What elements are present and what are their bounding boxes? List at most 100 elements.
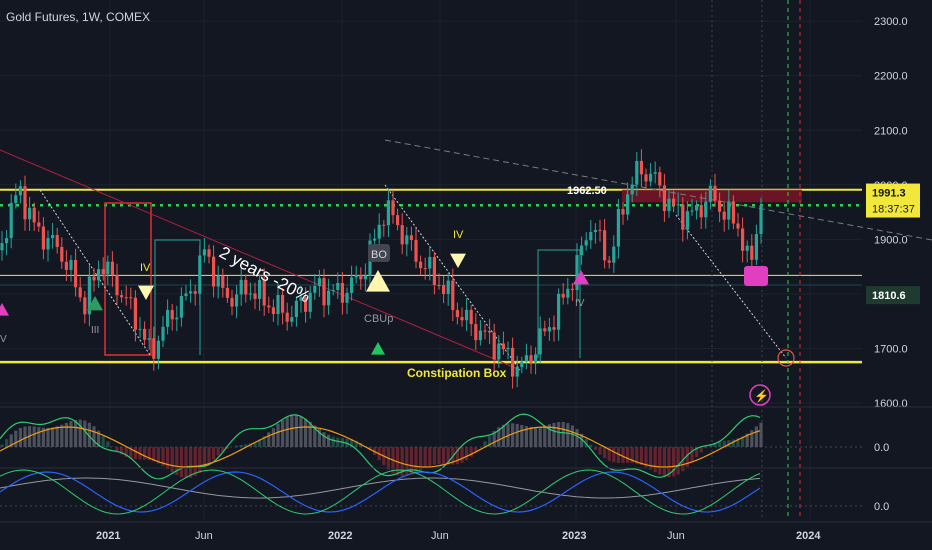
osc1-bar-154: [708, 445, 712, 447]
osc1-bar-165: [759, 422, 763, 447]
candle-body-122: [561, 293, 565, 298]
osc1-bar-108: [497, 427, 501, 447]
candle-body-165: [759, 205, 763, 235]
candle-body-95: [437, 285, 441, 287]
candle-body-39: [179, 296, 183, 318]
osc1-bar-136: [626, 447, 630, 463]
osc1-bar-49: [225, 447, 229, 449]
osc1-bar-47: [216, 447, 220, 456]
osc1-bar-117: [538, 426, 542, 447]
osc1-bar-76: [350, 439, 354, 447]
candle-body-83: [382, 224, 386, 226]
lightning-circle: [749, 384, 771, 406]
osc1-bar-28: [129, 447, 133, 459]
osc1-bar-142: [653, 447, 657, 473]
osc1-bar-125: [575, 429, 579, 447]
osc1-bar-114: [524, 426, 528, 447]
red-box: [104, 202, 152, 356]
osc1-bar-162: [745, 433, 749, 447]
osc1-bar-60: [276, 423, 280, 447]
osc1-bar-143: [658, 447, 662, 475]
candle-body-16: [74, 259, 78, 288]
osc1-bar-72: [331, 436, 335, 447]
osc1-bar-44: [202, 447, 206, 470]
osc1-bar-153: [704, 447, 708, 449]
osc1-bar-122: [561, 422, 565, 447]
annotation-iv-1: IV: [140, 262, 151, 274]
osc1-bar-37: [170, 447, 174, 473]
x-tick-label: 2021: [96, 530, 120, 542]
pink-marker: [744, 266, 768, 286]
candle-body-12: [55, 235, 59, 247]
osc1-bar-33: [152, 447, 156, 462]
annotation-iii: III: [91, 325, 99, 336]
candle-body-88: [405, 235, 409, 245]
osc1-bar-109: [501, 424, 505, 447]
osc1-bar-130: [598, 447, 602, 455]
osc1-bar-93: [428, 447, 432, 466]
candle-body-160: [736, 223, 740, 229]
candle-body-17: [78, 287, 82, 298]
candle-body-22: [101, 269, 105, 275]
annotation-1962-50: 1962.50: [567, 185, 607, 197]
osc1-bar-144: [662, 447, 666, 477]
chart-title: Gold Futures, 1W, COMEX: [6, 10, 151, 24]
osc1-bar-48: [221, 447, 225, 452]
candle-body-105: [483, 330, 487, 332]
osc1-bar-164: [754, 426, 758, 447]
osc1-bar-4: [18, 427, 22, 447]
osc1-bar-150: [690, 447, 694, 463]
candle-body-54: [248, 293, 252, 295]
osc1-bar-148: [681, 447, 685, 472]
osc1-bar-38: [175, 447, 179, 476]
candle-body-156: [718, 200, 722, 212]
osc1-bar-22: [101, 436, 105, 447]
candle-body-59: [271, 307, 275, 314]
candle-body-139: [639, 160, 643, 175]
osc1-bar-100: [460, 447, 464, 463]
osc1-bar-58: [267, 432, 271, 447]
osc1-bar-157: [722, 440, 726, 447]
osc1-bar-105: [483, 441, 487, 447]
osc1-bar-90: [414, 447, 418, 473]
candle-body-144: [662, 185, 666, 212]
candle-body-106: [488, 330, 492, 333]
candle-body-136: [626, 194, 630, 215]
osc1-bar-39: [179, 447, 183, 478]
osc2-zero-label: 0.0: [874, 501, 889, 513]
osc1-bar-13: [60, 424, 64, 447]
osc1-bar-99: [455, 447, 459, 465]
osc1-bar-155: [713, 442, 717, 447]
annotation-bo: BO: [371, 249, 387, 261]
candle-body-133: [612, 246, 616, 263]
candle-body-40: [184, 293, 188, 297]
candle-body-87: [400, 225, 404, 245]
osc1-green-line: [0, 413, 761, 480]
osc1-bar-17: [78, 419, 82, 447]
osc1-bar-103: [474, 447, 478, 453]
candle-body-49: [225, 287, 229, 298]
osc2-grey-line: [0, 477, 761, 499]
triangle-down-cream-1: [138, 285, 154, 300]
osc1-bar-86: [396, 447, 400, 476]
osc1-bar-0: [0, 444, 4, 447]
osc1-zero-label: 0.0: [874, 442, 889, 454]
candle-body-25: [115, 274, 119, 296]
price-label-1991-bg: [866, 183, 920, 218]
y-tick-label: 2300.0: [874, 16, 908, 28]
osc1-bar-152: [699, 447, 703, 453]
candle-body-116: [534, 354, 538, 363]
candle-body-132: [607, 260, 611, 263]
candle-body-7: [32, 207, 36, 223]
candle-body-23: [106, 261, 110, 275]
osc1-bar-146: [672, 447, 676, 477]
candle-body-135: [621, 208, 625, 215]
osc1-bar-115: [529, 426, 533, 447]
annotation-iv-2: IV: [453, 229, 464, 241]
candle-body-43: [198, 255, 202, 294]
candle-body-47: [216, 275, 220, 287]
candle-body-114: [524, 355, 528, 362]
osc1-bar-57: [262, 436, 266, 447]
